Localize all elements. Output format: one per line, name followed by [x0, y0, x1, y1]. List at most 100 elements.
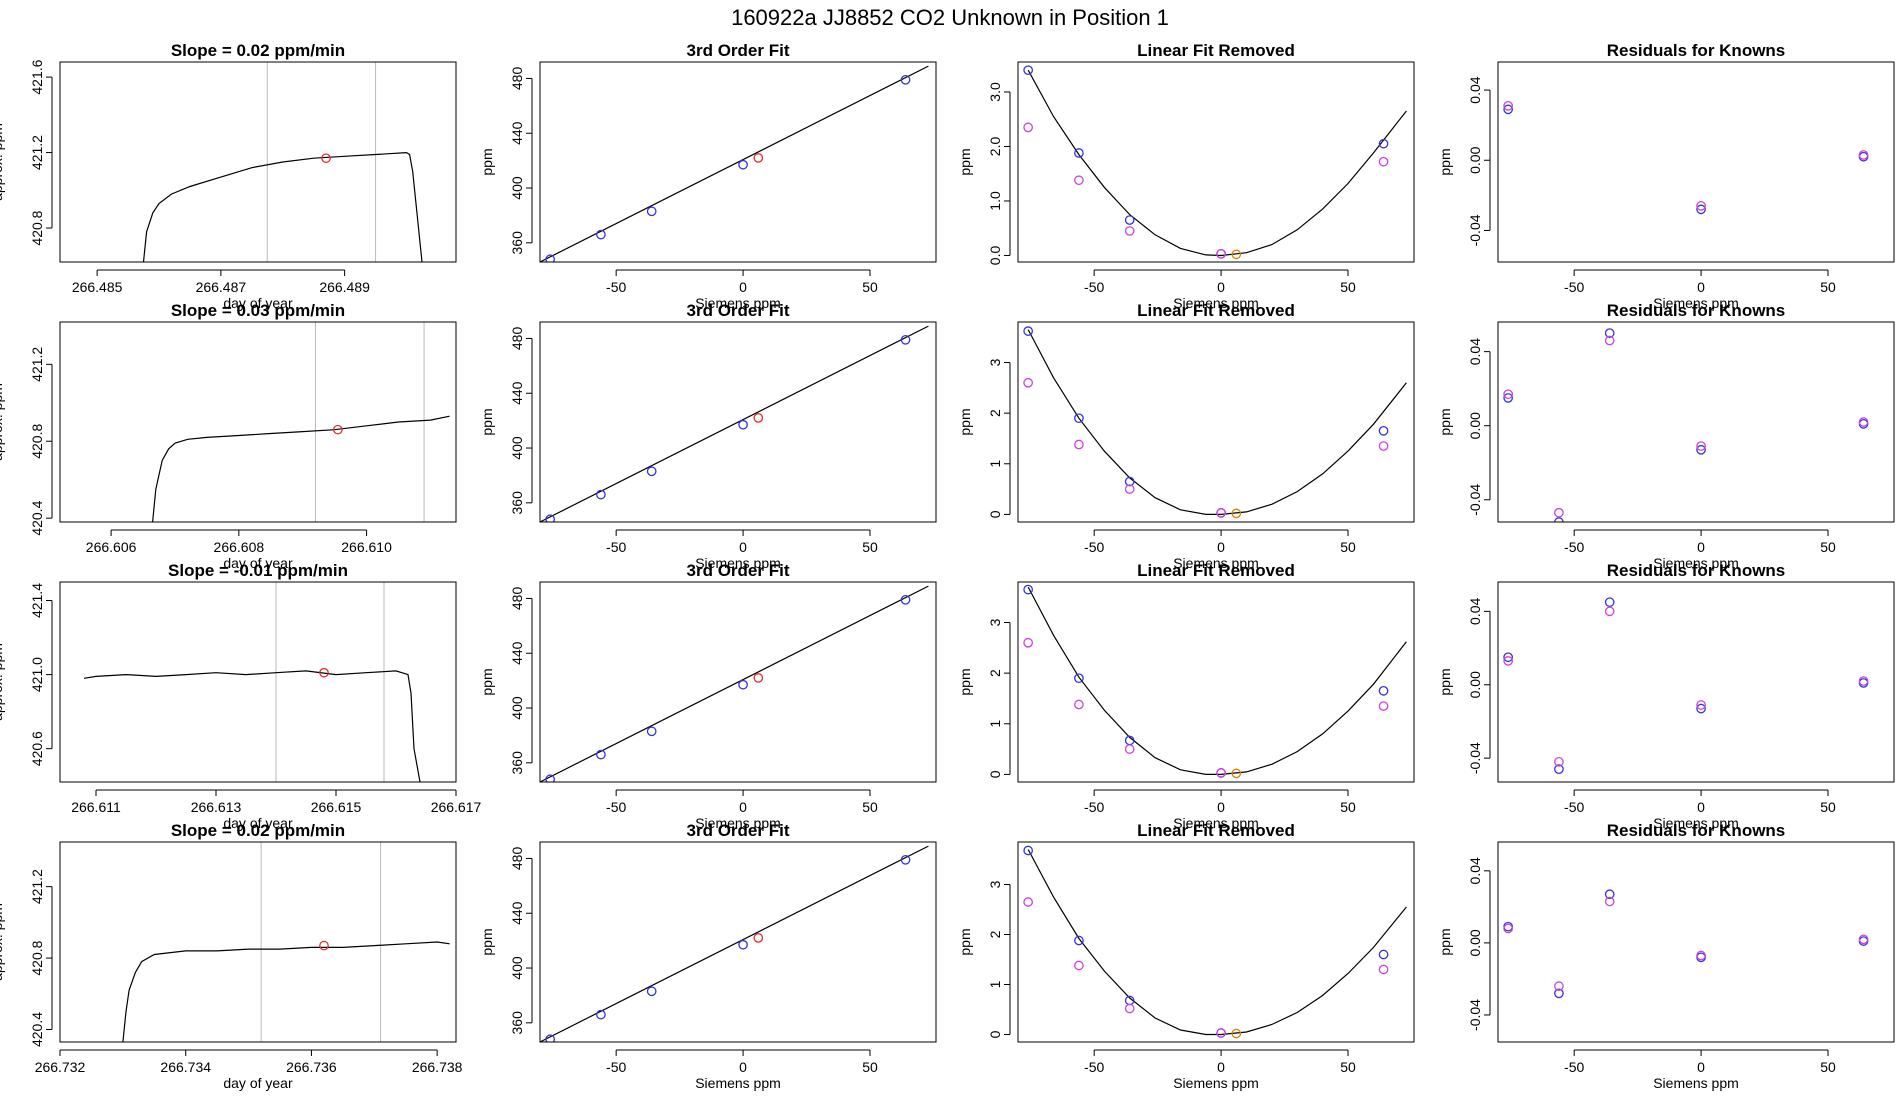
point-knowns — [1378, 949, 1389, 960]
point-knowns — [545, 774, 556, 782]
y-axis-label: approx. ppm — [0, 383, 5, 461]
y-tick-label: 1 — [987, 980, 1003, 988]
point-knowns — [900, 854, 911, 865]
plot-frame — [539, 841, 937, 1043]
y-tick-label: -0.04 — [1467, 742, 1483, 774]
plot-data — [142, 151, 423, 262]
point-secondary — [1124, 484, 1135, 494]
y-tick-label: 480 — [509, 327, 525, 351]
plot-data — [540, 585, 929, 782]
plot-frame — [1497, 581, 1895, 783]
current-marker — [319, 940, 329, 951]
panel-title: Slope = 0.02 ppm/min — [171, 821, 345, 840]
point-knowns — [1378, 426, 1389, 436]
current-marker — [321, 153, 331, 164]
x-tick-label: 266.610 — [341, 539, 392, 555]
x-tick-label: 0 — [1697, 539, 1705, 555]
point-unknown — [1231, 249, 1242, 260]
trace-line — [142, 151, 423, 262]
x-tick-label: -50 — [1564, 1059, 1584, 1075]
point-secondary — [1503, 101, 1514, 111]
point-unknown — [1231, 508, 1242, 519]
x-tick-label: -50 — [606, 1059, 626, 1075]
panel-3-2: 3rd Order Fit -50 0 50 Siemens ppm 360 400 440 4… — [479, 561, 937, 831]
point-secondary — [1216, 248, 1226, 259]
y-tick-label: 420.8 — [29, 210, 45, 245]
y-tick-label: 420.6 — [29, 731, 45, 766]
x-tick-label: -50 — [1084, 1059, 1104, 1075]
x-axis-label: Siemens ppm — [1173, 1075, 1259, 1091]
y-tick-label: 3 — [987, 358, 1003, 366]
x-tick-label: 266.738 — [412, 1059, 463, 1075]
x-axis-label: Siemens ppm — [1173, 555, 1259, 571]
x-tick-label: 50 — [1340, 279, 1356, 295]
y-tick-label: 420.8 — [29, 424, 45, 459]
plot-data — [540, 325, 929, 522]
point-unknown — [753, 673, 764, 683]
point-knowns — [1503, 104, 1514, 115]
point-knowns — [738, 679, 748, 690]
x-tick-label: 0 — [1217, 279, 1225, 295]
panel-1-2: 3rd Order Fit -50 0 50 Siemens ppm 360 400 440 4… — [479, 41, 937, 311]
point-knowns — [596, 489, 606, 500]
y-tick-label: 2 — [987, 669, 1003, 677]
y-axis-label: approx. ppm — [0, 643, 5, 721]
y-tick-label: 360 — [509, 231, 525, 255]
x-tick-label: -50 — [606, 539, 626, 555]
fit-line — [540, 65, 929, 262]
plot-frame — [1017, 61, 1415, 263]
y-tick-label: 360 — [509, 751, 525, 775]
x-tick-label: 0 — [1697, 1059, 1705, 1075]
plot-data — [152, 415, 450, 522]
point-knowns — [1604, 328, 1615, 338]
point-unknown — [1231, 1028, 1242, 1039]
point-secondary — [1378, 701, 1389, 711]
y-tick-label: 400 — [509, 176, 525, 200]
y-tick-label: 421.2 — [29, 869, 45, 904]
y-axis-label: ppm — [479, 148, 495, 175]
y-tick-label: 480 — [509, 847, 525, 871]
point-knowns — [1023, 326, 1034, 336]
x-tick-label: 0 — [1217, 1059, 1225, 1075]
point-knowns — [1378, 138, 1389, 149]
point-knowns — [738, 159, 748, 170]
y-tick-label: 0 — [987, 510, 1003, 518]
x-tick-label: 266.606 — [86, 539, 137, 555]
panel-title: Linear Fit Removed — [1137, 41, 1295, 60]
point-knowns — [900, 594, 911, 605]
x-tick-label: 266.732 — [35, 1059, 86, 1075]
panel-1-1: Slope = 0.02 ppm/min 266.485 266.487 266.48… — [0, 41, 457, 311]
x-axis-label: Siemens ppm — [695, 295, 781, 311]
y-tick-label: 3.0 — [987, 82, 1003, 102]
y-tick-label: -0.04 — [1467, 214, 1483, 246]
plot-data — [1023, 65, 1407, 260]
panels: Slope = 0.02 ppm/min 266.485 266.487 266.48… — [0, 41, 1895, 1091]
y-tick-label: 3 — [987, 618, 1003, 626]
point-knowns — [545, 514, 556, 522]
plot-frame — [1497, 61, 1895, 263]
figure-title: 160922a JJ8852 CO2 Unknown in Position 1 — [731, 5, 1169, 30]
x-axis-label: day of year — [223, 1075, 293, 1091]
x-tick-label: 50 — [1820, 539, 1836, 555]
plot-data — [1023, 845, 1407, 1039]
point-unknown — [753, 933, 764, 943]
panel-title: Residuals for Knowns — [1607, 301, 1786, 320]
point-secondary — [1023, 897, 1034, 907]
point-unknown — [1231, 768, 1242, 779]
point-secondary — [1074, 960, 1084, 971]
y-tick-label: 0.00 — [1467, 412, 1483, 439]
panel-3-4: Residuals for Knowns -50 0 50 Siemens ppm -0.… — [1437, 561, 1895, 831]
point-secondary — [1696, 441, 1706, 451]
y-axis-label: ppm — [479, 928, 495, 955]
y-tick-label: 400 — [509, 436, 525, 460]
y-tick-label: 360 — [509, 1011, 525, 1035]
x-axis-label: day of year — [223, 555, 293, 571]
x-tick-label: -50 — [606, 799, 626, 815]
panel-title: Residuals for Knowns — [1607, 561, 1786, 580]
point-secondary — [1554, 756, 1564, 767]
trace-line — [83, 670, 421, 782]
plot-data — [1503, 328, 1869, 522]
x-tick-label: 0 — [739, 279, 747, 295]
point-secondary — [1216, 768, 1226, 778]
